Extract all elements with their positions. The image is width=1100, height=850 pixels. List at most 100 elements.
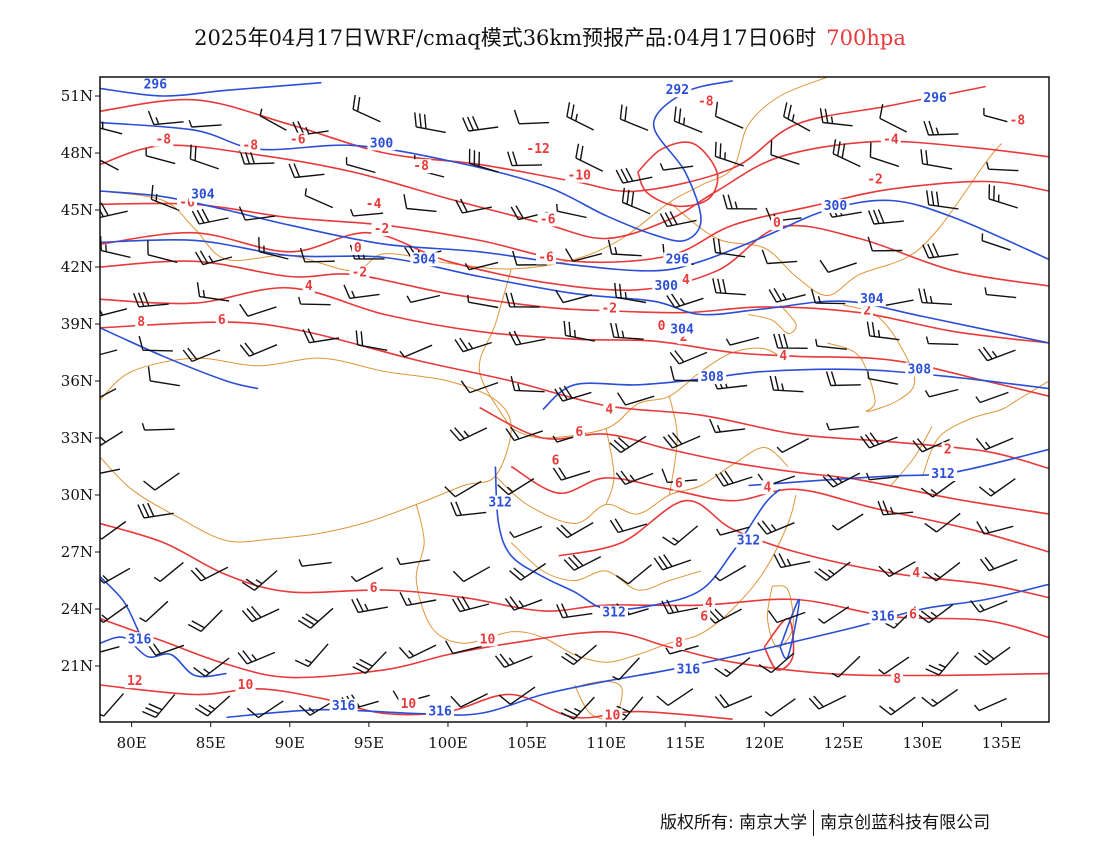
wind-barb	[714, 657, 751, 678]
wind-barb	[246, 700, 284, 719]
wind-barb	[712, 237, 746, 258]
wind-barb	[761, 249, 798, 265]
temperature-label-bg	[537, 212, 558, 227]
wind-barb	[615, 167, 653, 184]
wind-barb	[444, 480, 482, 498]
temperature-label-bg	[135, 315, 148, 329]
temperature-label: 4	[605, 402, 613, 417]
temperature-label: -4	[883, 133, 899, 148]
wind-barb	[814, 561, 851, 581]
height-label-bg	[698, 370, 727, 385]
wind-barb	[398, 644, 437, 659]
wind-barb	[975, 391, 1009, 404]
wind-barb	[916, 604, 954, 624]
wind-barb	[513, 109, 550, 125]
temperature-isotherm	[100, 321, 1049, 470]
wind-barb	[925, 651, 959, 676]
wind-barb	[239, 303, 277, 317]
wind-barb	[191, 208, 229, 225]
lon-tick-label: 90E	[275, 734, 305, 752]
wind-barb	[617, 392, 655, 406]
wind-barb	[100, 202, 128, 219]
temperature-label-bg	[573, 425, 586, 440]
wind-barb	[100, 430, 123, 447]
wind-barb	[810, 288, 846, 305]
temperature-label-bg	[363, 197, 384, 212]
wind-barb	[973, 646, 1011, 666]
temperature-label: 8	[893, 672, 901, 687]
wind-barb	[414, 112, 446, 134]
height-label-bg	[188, 187, 217, 202]
lat-tick-label: 24N	[61, 600, 93, 618]
lon-tick-label: 95E	[354, 734, 384, 752]
wind-barb	[924, 512, 961, 533]
height-label: 292	[666, 83, 689, 98]
map-frame	[99, 76, 1050, 723]
wind-barb	[973, 697, 1007, 712]
lat-tick-label: 45N	[61, 201, 93, 219]
wind-barb	[194, 695, 231, 717]
height-label: 316	[332, 699, 356, 714]
wind-barb	[653, 554, 692, 571]
temperature-label-bg	[398, 696, 419, 711]
wind-barb	[100, 121, 123, 135]
temperature-label-bg	[549, 453, 562, 468]
wind-barb	[661, 599, 699, 615]
temperature-contours	[100, 85, 1049, 720]
wind-barb	[142, 693, 176, 719]
wind-barb	[460, 380, 499, 394]
height-label: 316	[428, 705, 452, 720]
wind-barb	[345, 157, 376, 174]
wind-barb	[147, 110, 184, 126]
wind-barb	[709, 418, 746, 434]
wind-barb	[302, 328, 340, 344]
temperature-label-bg	[536, 250, 557, 265]
wind-barb	[555, 289, 593, 304]
wind-barb	[512, 250, 547, 266]
wind-barb	[132, 292, 169, 308]
height-isoline	[542, 368, 1049, 411]
wind-barb	[143, 472, 180, 491]
wind-barb	[923, 120, 959, 136]
temperature-isotherm	[100, 224, 1049, 291]
height-label: 296	[144, 78, 168, 93]
wind-barb	[298, 559, 332, 567]
temperature-label-bg	[777, 349, 790, 364]
wind-barb	[399, 591, 437, 607]
temperature-label-bg	[1007, 113, 1028, 128]
temperature-label: 6	[909, 608, 917, 623]
copyright-footer: 版权所有: 南京大学 南京创蓝科技有限公司	[660, 808, 990, 836]
wind-barb	[298, 296, 331, 306]
lat-tick-label: 39N	[61, 315, 93, 333]
height-label-bg	[868, 609, 897, 624]
temperature-label: 6	[700, 610, 708, 625]
wind-barb	[725, 336, 760, 346]
height-label-bg	[674, 662, 703, 677]
wind-barb	[467, 294, 499, 309]
wind-barb	[607, 239, 642, 257]
temperature-label-bg	[698, 609, 711, 624]
temperature-label: -6	[538, 250, 554, 265]
temperature-label-bg	[302, 278, 315, 293]
wind-barb	[350, 566, 384, 583]
wind-barb	[615, 470, 654, 486]
wind-barb	[768, 287, 806, 303]
wind-barb	[714, 101, 744, 129]
temperature-isotherm	[100, 617, 1049, 679]
temperature-isotherm	[763, 617, 795, 671]
wind-barb	[757, 520, 795, 535]
lat-tick-label: 27N	[61, 543, 93, 561]
wind-barb	[976, 521, 1014, 535]
height-label-bg	[821, 199, 850, 214]
height-label: 296	[923, 91, 947, 106]
wind-barb	[659, 211, 697, 228]
height-label: 300	[654, 279, 678, 294]
temperature-label: -8	[1010, 114, 1026, 129]
temperature-label: -8	[413, 159, 429, 174]
height-isoline	[226, 583, 1049, 719]
temperature-label-bg	[351, 240, 364, 255]
wind-barb	[450, 693, 488, 708]
wind-barb	[673, 106, 703, 134]
wind-barb	[494, 653, 533, 668]
wind-barb	[560, 696, 595, 720]
